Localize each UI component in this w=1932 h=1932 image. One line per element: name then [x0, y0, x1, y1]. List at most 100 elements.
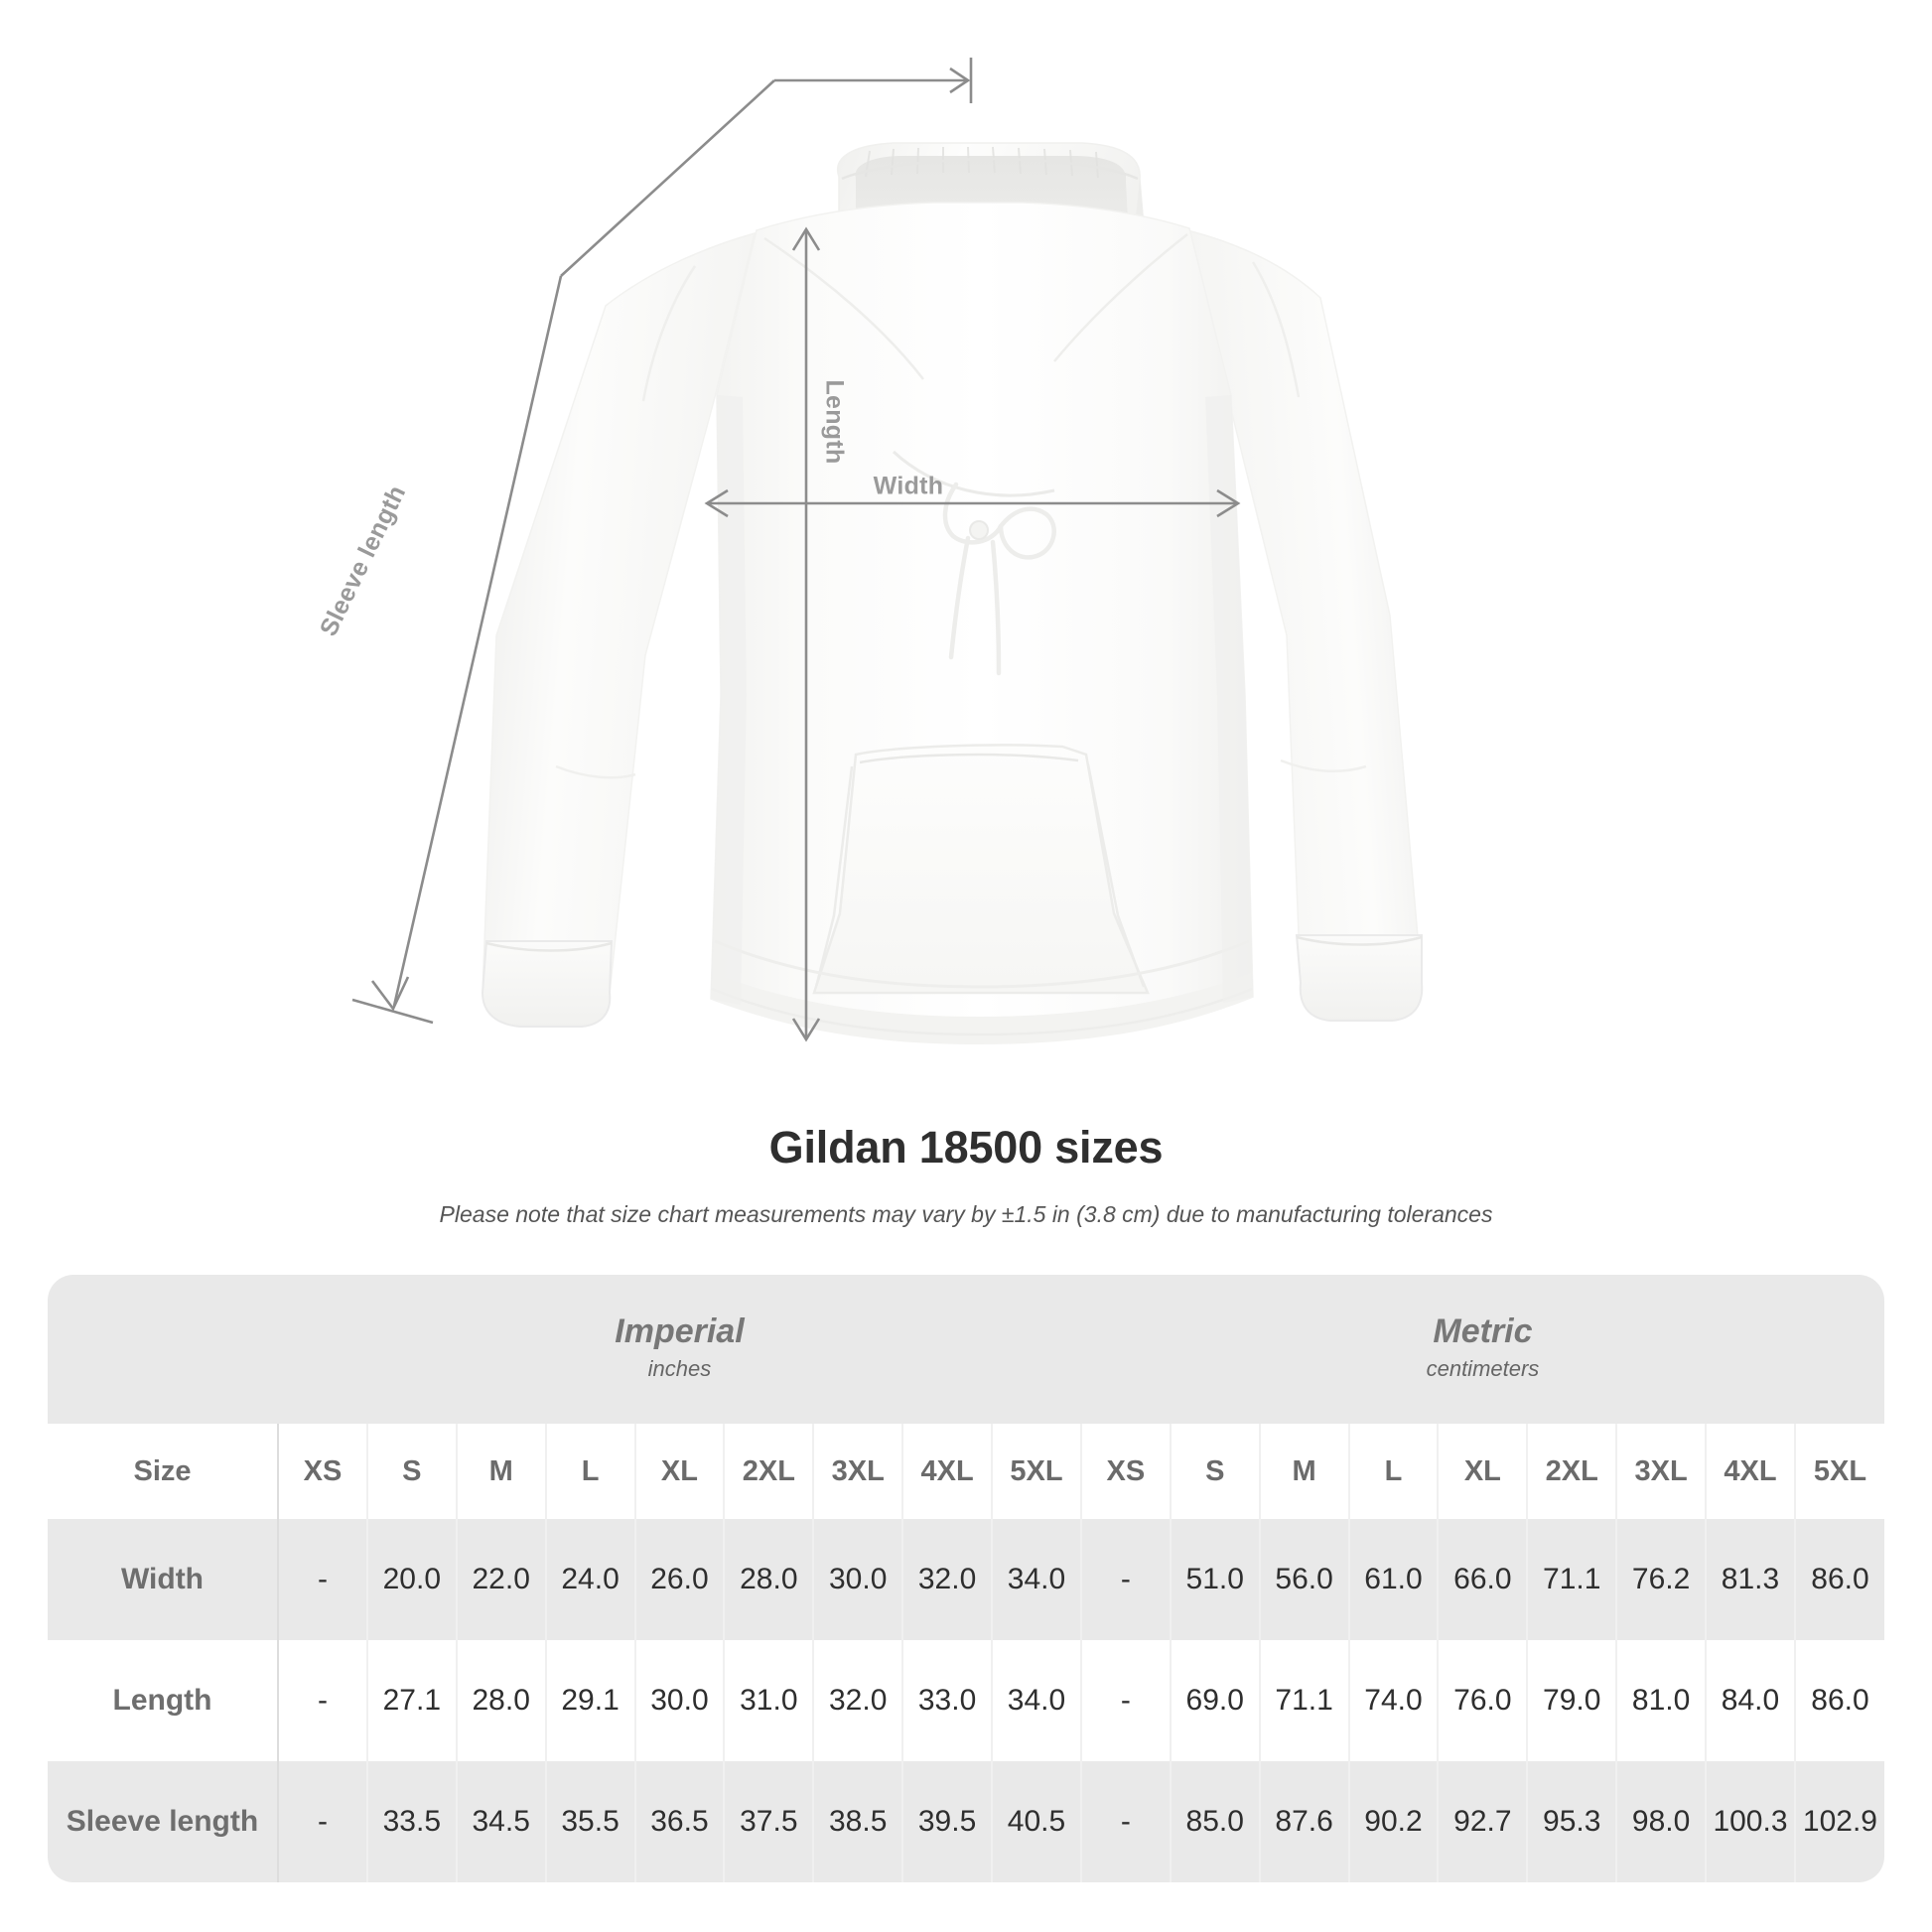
right-side-shadow [1205, 395, 1253, 1003]
left-shoulder-seam [641, 265, 697, 402]
column-header-metric-2xl: 2XL [1527, 1424, 1618, 1519]
cell-sleeve-length-in-xs: - [278, 1761, 368, 1882]
empty-value-dash: - [317, 1563, 328, 1595]
right-cuff-seam [1296, 935, 1423, 946]
cell-length-cm-s: 69.0 [1170, 1640, 1261, 1761]
cell-sleeve-length-cm-s: 85.0 [1170, 1761, 1261, 1882]
right-body-shoulder-seam [1053, 233, 1188, 362]
cell-width-cm-m: 56.0 [1259, 1519, 1350, 1640]
cell-sleeve-length-cm-3xl: 98.0 [1616, 1761, 1708, 1882]
sleeve-guide-arrowhead-down [370, 976, 410, 1012]
cell-length-in-2xl: 31.0 [724, 1640, 815, 1761]
cell-width-in-4xl: 32.0 [902, 1519, 994, 1640]
hem-seam-lower [711, 987, 1253, 1036]
width-guide [704, 488, 1241, 518]
cell-length-cm-xs: - [1080, 1640, 1172, 1761]
row-label-sleeve-length: Sleeve length [48, 1761, 280, 1882]
right-sleeve-fold [1280, 759, 1367, 773]
cell-length-in-xs: - [278, 1640, 368, 1761]
size-table-wrapper: Imperial inches Metric centimeters Size XS S M L… [48, 1275, 1884, 1882]
cell-sleeve-length-cm-m: 87.6 [1259, 1761, 1350, 1882]
cell-sleeve-length-in-5xl: 40.5 [992, 1761, 1082, 1882]
cell-width-in-xl: 26.0 [634, 1519, 726, 1640]
empty-value-dash: - [317, 1805, 328, 1838]
left-cuff-seam [485, 941, 613, 952]
hoodie-illustration: Sleeve length Length Width [315, 58, 1424, 1044]
empty-value-dash: - [1120, 1805, 1131, 1838]
cell-sleeve-length-cm-4xl: 100.3 [1706, 1761, 1796, 1882]
unit-measure-label: inches [647, 1356, 712, 1382]
unit-band-spacer [48, 1275, 279, 1424]
cell-length-cm-2xl: 79.0 [1527, 1640, 1618, 1761]
width-guide-arrowhead-right [1216, 488, 1241, 518]
right-shoulder-seam [1251, 261, 1301, 398]
column-header-imperial-3xl: 3XL [813, 1424, 904, 1519]
column-header-imperial-s: S [366, 1424, 458, 1519]
cell-sleeve-length-in-l: 35.5 [545, 1761, 636, 1882]
cell-width-cm-xl: 66.0 [1438, 1519, 1529, 1640]
column-header-imperial-2xl: 2XL [724, 1424, 815, 1519]
right-cuff [1295, 934, 1424, 1022]
column-header-metric-5xl: 5XL [1794, 1424, 1884, 1519]
cell-length-cm-5xl: 86.0 [1794, 1640, 1884, 1761]
cell-width-cm-3xl: 76.2 [1616, 1519, 1708, 1640]
left-cuff [481, 940, 614, 1028]
pocket-left-seam [814, 765, 854, 988]
tolerance-note: Please note that size chart measurements… [439, 1201, 1493, 1227]
table-row: Width - 20.0 22.0 24.0 26.0 28.0 30.0 32.0 34.0 - 5… [48, 1519, 1884, 1640]
sleeve-guide-end-tick-cuff [351, 998, 434, 1025]
neckline-seam [892, 450, 1055, 497]
size-header-cell: Size [48, 1424, 280, 1519]
cell-length-cm-xl: 76.0 [1438, 1640, 1529, 1761]
left-body-shoulder-seam [763, 236, 924, 380]
cell-width-in-l: 24.0 [545, 1519, 636, 1640]
table-row: Length - 27.1 28.0 29.1 30.0 31.0 32.0 33.0 34.0 -… [48, 1640, 1884, 1761]
empty-value-dash: - [1120, 1684, 1131, 1717]
unit-system-label: Metric [1433, 1312, 1533, 1351]
page-title: Gildan 18500 sizes [768, 1122, 1164, 1173]
row-label-width: Width [48, 1519, 280, 1640]
cell-sleeve-length-in-m: 34.5 [456, 1761, 547, 1882]
bottom-hem [711, 973, 1253, 1044]
sleeve-guide-diagonal-main [392, 275, 563, 1007]
pocket-right-seam [1086, 763, 1146, 988]
column-header-metric-4xl: 4XL [1706, 1424, 1796, 1519]
column-header-metric-3xl: 3XL [1616, 1424, 1708, 1519]
cell-width-cm-2xl: 71.1 [1527, 1519, 1618, 1640]
length-guide-arrowhead-down [791, 1018, 821, 1042]
cell-sleeve-length-in-2xl: 37.5 [724, 1761, 815, 1882]
cell-width-in-5xl: 34.0 [992, 1519, 1082, 1640]
unit-group-metric: Metric centimeters [1080, 1275, 1884, 1424]
unit-system-label: Imperial [615, 1312, 745, 1351]
column-header-metric-xs: XS [1080, 1424, 1172, 1519]
cell-sleeve-length-in-4xl: 39.5 [902, 1761, 994, 1882]
cell-width-in-m: 22.0 [456, 1519, 547, 1640]
width-label: Width [873, 472, 944, 500]
hood-top-edge [841, 157, 1139, 181]
cell-length-cm-l: 74.0 [1348, 1640, 1440, 1761]
cell-width-cm-l: 61.0 [1348, 1519, 1440, 1640]
cell-width-cm-5xl: 86.0 [1794, 1519, 1884, 1640]
cell-width-in-3xl: 30.0 [813, 1519, 904, 1640]
cell-width-in-xs: - [278, 1519, 368, 1640]
cell-length-in-4xl: 33.0 [902, 1640, 994, 1761]
empty-value-dash: - [1120, 1563, 1131, 1595]
table-header-row: Size XS S M L XL 2XL 3XL 4XL 5XL XS S M L XL 2XL 3XL 4XL 5… [48, 1424, 1884, 1519]
column-header-metric-l: L [1348, 1424, 1440, 1519]
drawstring [942, 482, 1056, 676]
column-header-imperial-5xl: 5XL [992, 1424, 1082, 1519]
cell-sleeve-length-in-xl: 36.5 [634, 1761, 726, 1882]
cell-length-cm-3xl: 81.0 [1616, 1640, 1708, 1761]
pocket-top-seam [859, 753, 1079, 764]
table-row: Sleeve length - 33.5 34.5 35.5 36.5 37.5 38.5 39… [48, 1761, 1884, 1882]
cell-width-cm-4xl: 81.3 [1706, 1519, 1796, 1640]
cell-length-in-l: 29.1 [545, 1640, 636, 1761]
cell-length-in-m: 28.0 [456, 1640, 547, 1761]
cell-length-cm-m: 71.1 [1259, 1640, 1350, 1761]
cell-width-in-s: 20.0 [366, 1519, 458, 1640]
title-block: Gildan 18500 sizes Please note that size… [0, 1122, 1932, 1228]
cell-width-cm-s: 51.0 [1170, 1519, 1261, 1640]
column-header-metric-m: M [1259, 1424, 1350, 1519]
cell-sleeve-length-cm-l: 90.2 [1348, 1761, 1440, 1882]
cell-sleeve-length-cm-xs: - [1080, 1761, 1172, 1882]
